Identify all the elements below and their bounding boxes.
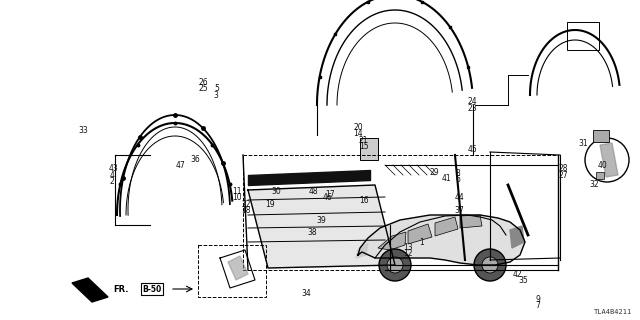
Text: 2: 2 [109,177,115,186]
Polygon shape [435,217,458,236]
Text: 36: 36 [190,155,200,164]
Text: 16: 16 [358,196,369,205]
Text: 42: 42 [512,270,522,279]
Text: 6: 6 [455,175,460,184]
Circle shape [482,257,498,273]
Text: 32: 32 [589,180,599,189]
FancyBboxPatch shape [593,130,609,142]
Polygon shape [378,232,406,250]
Text: 22: 22 [242,200,251,209]
Text: 29: 29 [429,168,439,177]
Text: 27: 27 [558,171,568,180]
Text: TLA4B4211: TLA4B4211 [594,309,632,315]
Text: 48: 48 [308,187,319,196]
Text: 18: 18 [242,206,251,215]
Polygon shape [248,185,395,268]
Text: 40: 40 [598,161,608,170]
Text: 25: 25 [198,84,209,93]
Text: 14: 14 [353,129,364,138]
Text: 46: 46 [323,193,333,202]
Circle shape [387,257,403,273]
Polygon shape [72,278,108,302]
Text: 4: 4 [109,171,115,180]
Text: 45: 45 [467,145,477,154]
Text: 39: 39 [316,216,326,225]
Text: 21: 21 [359,136,368,145]
Polygon shape [510,226,524,248]
Text: 44: 44 [454,193,465,202]
Circle shape [379,249,411,281]
Text: 26: 26 [198,78,209,87]
Text: 12: 12 [404,249,413,258]
Polygon shape [600,143,618,177]
Text: 23: 23 [467,104,477,113]
Text: 10: 10 [232,193,242,202]
Text: 28: 28 [559,164,568,173]
Text: FR.: FR. [113,285,129,294]
Text: 41: 41 [442,174,452,183]
Text: 19: 19 [265,200,275,209]
Text: 9: 9 [535,295,540,304]
Polygon shape [408,224,432,244]
Text: 24: 24 [467,97,477,106]
Text: 43: 43 [109,164,119,173]
Text: 33: 33 [78,126,88,135]
Polygon shape [358,215,525,265]
Polygon shape [356,243,368,258]
Text: 31: 31 [579,139,589,148]
Text: 11: 11 [232,187,241,196]
Text: 5: 5 [214,84,219,93]
Text: 15: 15 [358,142,369,151]
Text: 1: 1 [419,238,424,247]
Text: 35: 35 [518,276,529,285]
Text: 13: 13 [403,243,413,252]
Polygon shape [460,215,482,228]
Text: 38: 38 [307,228,317,237]
Circle shape [474,249,506,281]
Polygon shape [228,256,248,280]
Text: 20: 20 [353,123,364,132]
Text: 8: 8 [455,169,460,178]
Text: 3: 3 [214,91,219,100]
Text: 47: 47 [175,161,186,170]
Text: 30: 30 [271,187,282,196]
FancyBboxPatch shape [360,138,378,160]
Text: 17: 17 [324,190,335,199]
Text: 34: 34 [301,289,311,298]
Text: 37: 37 [454,206,465,215]
Text: 7: 7 [535,301,540,310]
Text: B-50: B-50 [142,284,162,293]
FancyBboxPatch shape [596,172,604,179]
